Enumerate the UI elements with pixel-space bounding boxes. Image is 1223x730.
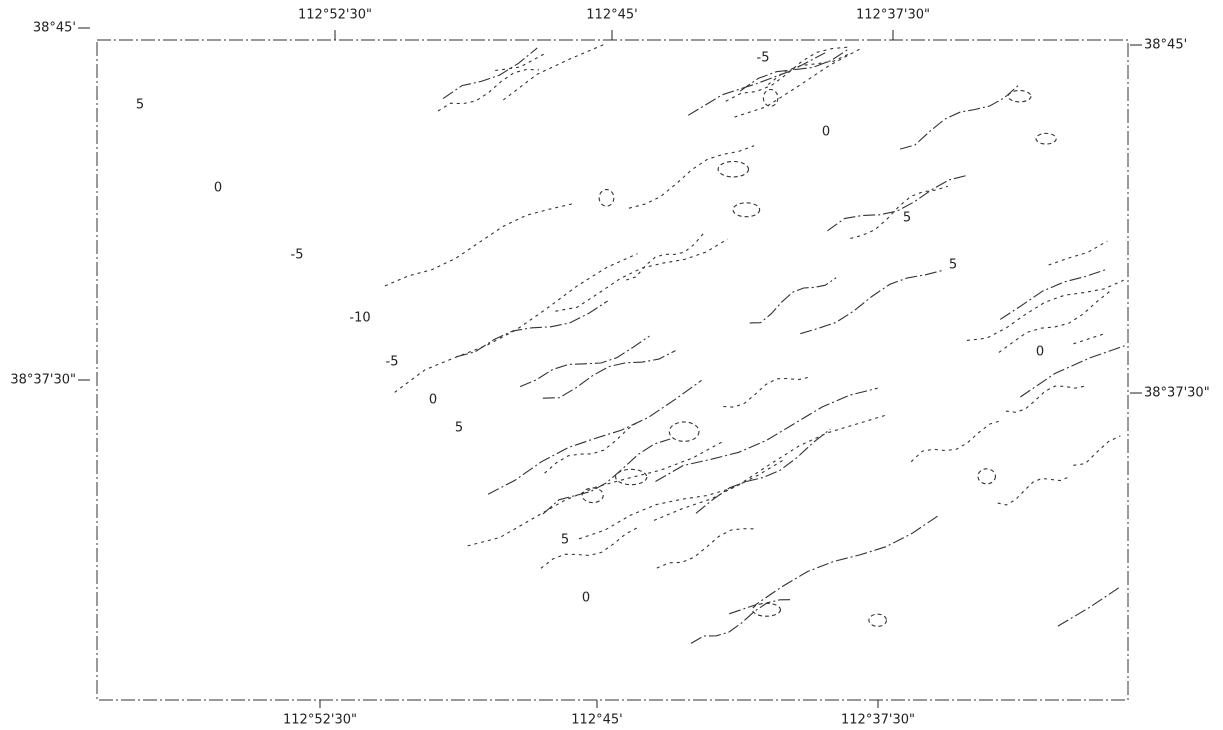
contour-line [545, 421, 640, 474]
contour-line [1073, 334, 1105, 344]
contour-loop [669, 422, 699, 441]
contour-line [900, 84, 1020, 149]
contour-label: -5 [757, 51, 770, 66]
contour-line [768, 53, 850, 84]
latitude-label: 38°37'30" [10, 373, 76, 388]
contour-line [385, 204, 574, 286]
contour-label: 0 [214, 181, 222, 196]
contour-label: 0 [429, 393, 437, 408]
contour-line [541, 528, 638, 569]
contour-line [729, 516, 938, 614]
contour-line [1073, 436, 1120, 465]
contour-line [800, 270, 943, 334]
contour-line [456, 301, 607, 357]
contour-line [438, 70, 539, 112]
contour-line [827, 176, 966, 231]
longitude-label: 112°45' [586, 8, 637, 23]
contour-loop [616, 469, 647, 484]
contour-label: 5 [455, 421, 463, 436]
contour-loop [599, 190, 614, 207]
contour-line [999, 291, 1111, 353]
contour-label: 0 [1036, 345, 1044, 360]
contour-lines [385, 45, 1125, 644]
map-frame [97, 40, 1128, 700]
longitude-label: 112°52'30" [298, 8, 372, 23]
contour-line [1058, 587, 1120, 626]
latitude-label: 38°45' [33, 21, 76, 36]
contour-line [543, 351, 676, 399]
contour-loop [978, 469, 996, 484]
contour-line [657, 529, 756, 568]
longitude-label: 112°45' [571, 713, 622, 728]
contour-line [555, 239, 727, 311]
contour-label: 5 [136, 98, 144, 113]
contour-label: 0 [582, 591, 590, 606]
contour-line [723, 377, 808, 407]
contour-label: 0 [822, 125, 830, 140]
contour-loop [1036, 133, 1056, 144]
contour-label: -10 [349, 311, 370, 326]
contour-loop [733, 203, 760, 217]
contour-line [735, 48, 862, 117]
latitude-label: 38°45' [1144, 38, 1187, 53]
contour-line [850, 186, 948, 238]
contour-line [488, 380, 701, 494]
longitude-label: 112°37'30" [856, 8, 930, 23]
longitude-label: 112°52'30" [283, 713, 357, 728]
contour-loop [718, 161, 748, 176]
contour-loop [763, 90, 778, 107]
contour-line [520, 336, 649, 387]
contour-line [468, 441, 725, 546]
contour-line [911, 421, 1001, 462]
contour-line [1006, 386, 1085, 412]
contour-label: 5 [561, 533, 569, 548]
contour-line [691, 600, 793, 644]
contour-line [503, 45, 603, 100]
contour-loop [869, 614, 887, 626]
contour-label: -5 [291, 248, 304, 263]
contour-loop [1008, 91, 1031, 102]
contour-label: -5 [386, 355, 399, 370]
contour-line [967, 280, 1124, 340]
contour-line [656, 388, 878, 481]
map: 112°52'30" 112°45' 112°37'30" 112°52'30"… [0, 0, 1223, 730]
contour-line [998, 477, 1069, 505]
latitude-label: 38°37'30" [1144, 386, 1210, 401]
contour-line [1000, 270, 1106, 320]
contour-line [579, 460, 784, 539]
contour-label: 5 [949, 258, 957, 273]
contour-line [750, 278, 837, 323]
contour-line [1049, 241, 1108, 265]
longitude-label: 112°37'30" [841, 713, 915, 728]
contour-label: 5 [903, 211, 911, 226]
